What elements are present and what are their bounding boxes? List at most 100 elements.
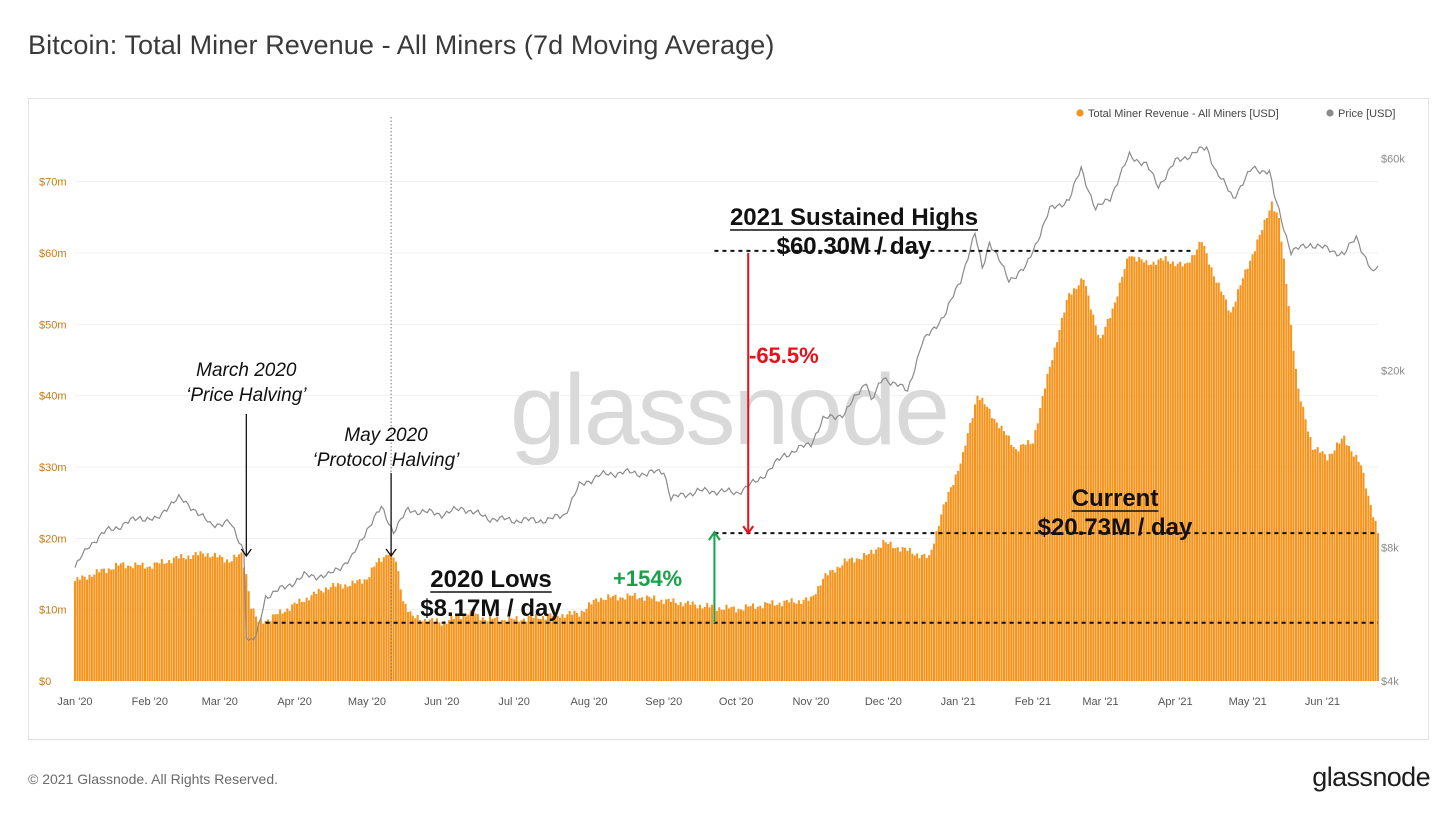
revenue-bar: [281, 613, 284, 681]
revenue-bar: [194, 552, 197, 681]
revenue-bar: [809, 596, 812, 681]
revenue-bar: [906, 550, 909, 681]
revenue-bar: [426, 623, 429, 681]
legend-price-label[interactable]: Price [USD]: [1338, 108, 1395, 120]
revenue-bar: [532, 617, 535, 681]
legend[interactable]: Total Miner Revenue - All Miners [USD] Pr…: [1076, 108, 1395, 120]
legend-price-dot[interactable]: [1326, 109, 1334, 117]
revenue-bar: [1063, 312, 1066, 681]
revenue-bar: [1256, 239, 1259, 681]
revenue-bar: [346, 586, 349, 681]
revenue-bar: [549, 613, 552, 681]
revenue-bar: [1082, 279, 1085, 681]
revenue-bar: [1128, 256, 1131, 681]
revenue-bar: [264, 620, 267, 681]
y-left-tick-label: $20m: [39, 533, 67, 545]
revenue-bar: [1183, 263, 1186, 681]
revenue-bar: [1309, 437, 1312, 681]
revenue-bar: [1345, 445, 1348, 681]
revenue-bar: [213, 552, 216, 681]
revenue-bar: [460, 619, 463, 681]
revenue-bar: [491, 618, 494, 681]
revenue-bar: [1244, 269, 1247, 681]
revenue-bar: [479, 620, 482, 681]
x-tick-label: Nov '20: [792, 696, 829, 708]
revenue-bar: [783, 600, 786, 681]
revenue-bar: [156, 562, 159, 681]
page-title: Bitcoin: Total Miner Revenue - All Miner…: [28, 30, 775, 60]
revenue-bar: [587, 602, 590, 681]
revenue-bar: [732, 606, 735, 681]
revenue-bar: [445, 623, 448, 681]
y-left-tick-label: $0: [39, 676, 51, 688]
revenue-bar: [1065, 299, 1068, 681]
revenue-bar: [1087, 295, 1090, 681]
revenue-bar: [884, 542, 887, 681]
revenue-bar: [252, 608, 255, 681]
revenue-bar: [600, 597, 603, 681]
revenue-bar: [624, 599, 627, 681]
legend-revenue-label[interactable]: Total Miner Revenue - All Miners [USD]: [1088, 108, 1279, 120]
revenue-bar: [1191, 255, 1194, 681]
revenue-bar: [1133, 256, 1136, 681]
revenue-bar: [493, 617, 496, 681]
revenue-bar: [959, 463, 962, 681]
revenue-bar: [344, 584, 347, 681]
revenue-bar: [819, 585, 822, 681]
current-label-value: $20.73M / day: [1038, 514, 1193, 541]
revenue-bar: [496, 616, 499, 681]
revenue-bar: [177, 558, 180, 681]
revenue-bar: [1229, 312, 1232, 681]
revenue-bar: [1196, 249, 1199, 681]
revenue-bar: [100, 568, 103, 681]
revenue-bar: [117, 565, 120, 681]
revenue-bar: [394, 561, 397, 681]
revenue-bar: [513, 619, 516, 681]
revenue-bar: [1270, 201, 1273, 681]
revenue-bar: [556, 615, 559, 681]
revenue-bar: [718, 607, 721, 681]
revenue-bar: [409, 611, 412, 681]
revenue-bar: [797, 600, 800, 681]
revenue-bar: [1292, 350, 1295, 681]
revenue-bar: [904, 547, 907, 681]
revenue-bar: [1188, 262, 1191, 681]
revenue-bar: [298, 598, 301, 681]
revenue-bar: [240, 552, 243, 681]
revenue-bar: [293, 602, 296, 681]
revenue-bar: [510, 618, 513, 681]
revenue-bar: [327, 589, 330, 681]
revenue-bar: [189, 559, 192, 681]
revenue-bar: [283, 611, 286, 681]
revenue-bar: [824, 573, 827, 681]
rise-percent-label: +154%: [613, 566, 682, 591]
revenue-bar: [1222, 294, 1225, 681]
revenue-bar: [1036, 423, 1039, 681]
revenue-bar: [691, 601, 694, 681]
revenue-bar: [257, 621, 260, 681]
revenue-bar: [865, 555, 868, 681]
revenue-bar: [788, 602, 791, 681]
revenue-bar: [908, 548, 911, 681]
revenue-bar: [172, 557, 175, 681]
revenue-bar: [843, 558, 846, 681]
revenue-bar: [363, 579, 366, 681]
revenue-bar: [727, 608, 730, 681]
legend-revenue-dot[interactable]: [1076, 109, 1084, 117]
revenue-bar: [761, 608, 764, 681]
revenue-bar: [170, 563, 173, 681]
revenue-bar: [1294, 368, 1297, 681]
revenue-bar: [662, 603, 665, 681]
revenue-bar: [310, 595, 313, 681]
glassnode-logo[interactable]: glassnode: [1312, 762, 1430, 792]
revenue-bar: [129, 566, 132, 681]
revenue-bar: [271, 614, 274, 681]
revenue-bar: [983, 404, 986, 681]
revenue-bar: [961, 452, 964, 681]
may-arrow-head: [385, 548, 397, 558]
revenue-bar: [368, 577, 371, 681]
revenue-bar: [136, 564, 139, 681]
revenue-bar: [1157, 259, 1160, 681]
revenue-bar: [838, 567, 841, 681]
copyright-text: © 2021 Glassnode. All Rights Reserved.: [28, 771, 279, 787]
